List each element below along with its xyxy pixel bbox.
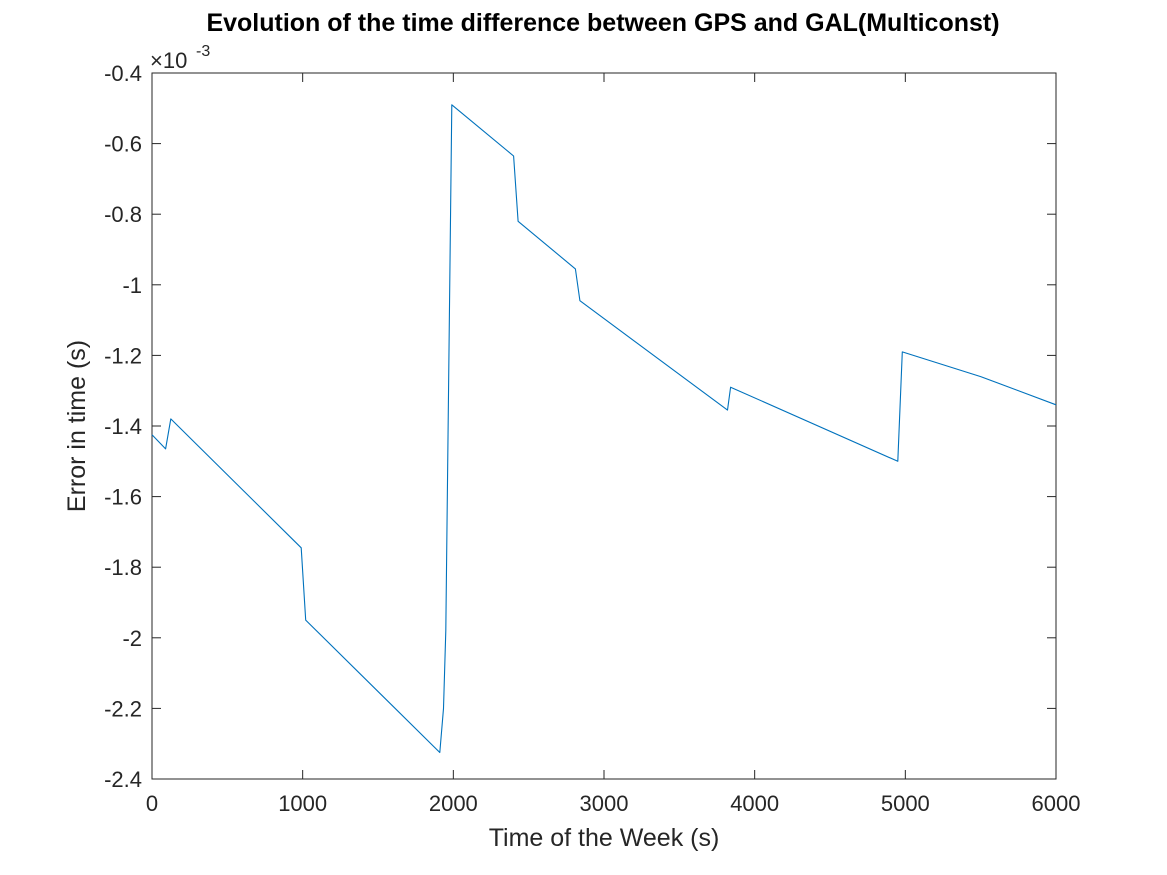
x-tick-label: 2000 [429, 791, 478, 816]
y-tick-label: -1.2 [104, 343, 142, 368]
y-tick-label: -0.6 [104, 132, 142, 157]
x-axis-label: Time of the Week (s) [489, 824, 720, 852]
y-multiplier-base: ×10 [150, 48, 187, 73]
series-line-1 [151, 104, 1057, 754]
y-tick-label: -1.6 [104, 485, 142, 510]
x-tick-label: 1000 [278, 791, 327, 816]
y-tick-label: -2.4 [104, 767, 142, 792]
y-tick-labels: -2.4 -2.2 -2 -1.8 -1.6 -1.4 -1.2 -1 -0.8 -0.6 -0.4 [104, 61, 142, 792]
y-tick-label: -1 [122, 273, 142, 298]
chart-title: Evolution of the time difference between… [206, 9, 999, 37]
x-tick-label: 5000 [881, 791, 930, 816]
y-tick-label: -1.8 [104, 555, 142, 580]
x-tick-labels: 0 1000 2000 3000 4000 5000 6000 [146, 791, 1081, 816]
y-axis-label: Error in time (s) [63, 340, 91, 512]
x-tick-label: 6000 [1032, 791, 1081, 816]
x-tick-label: 4000 [730, 791, 779, 816]
y-tick-label: -1.4 [104, 414, 142, 439]
x-tick-label: 3000 [580, 791, 629, 816]
y-tick-label: -2.2 [104, 696, 142, 721]
y-multiplier-exponent: -3 [196, 43, 210, 60]
y-tick-label: -2 [122, 626, 142, 651]
y-axis-multiplier: ×10 -3 [150, 43, 210, 73]
tick-marks [151, 72, 1057, 780]
x-tick-label: 0 [146, 791, 158, 816]
y-tick-label: -0.8 [104, 202, 142, 227]
series-layer [151, 104, 1057, 754]
plot-axes [151, 72, 1057, 780]
plot-frame [151, 72, 1057, 780]
y-tick-label: -0.4 [104, 61, 142, 86]
